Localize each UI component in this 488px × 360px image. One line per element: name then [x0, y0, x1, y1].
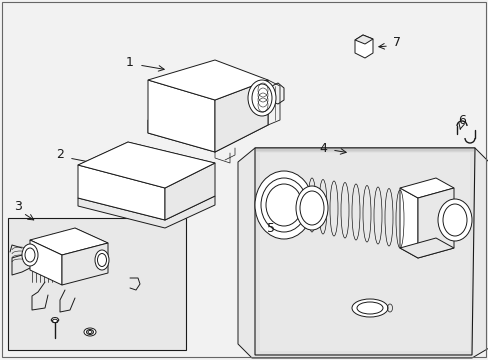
Polygon shape: [354, 35, 372, 44]
Polygon shape: [238, 148, 488, 358]
Bar: [8, 218, 185, 350]
Polygon shape: [354, 35, 372, 58]
Text: 4: 4: [318, 141, 326, 154]
Ellipse shape: [247, 80, 275, 116]
Bar: [260, 153, 469, 351]
Polygon shape: [417, 188, 453, 258]
Ellipse shape: [254, 171, 312, 239]
Text: 3: 3: [14, 201, 22, 213]
Ellipse shape: [84, 328, 96, 336]
Polygon shape: [78, 196, 215, 228]
Ellipse shape: [351, 299, 387, 317]
Polygon shape: [30, 240, 62, 285]
Polygon shape: [399, 178, 453, 198]
Text: 2: 2: [56, 148, 64, 162]
Polygon shape: [254, 148, 474, 355]
Polygon shape: [148, 112, 267, 152]
Polygon shape: [78, 165, 164, 220]
Ellipse shape: [251, 84, 271, 112]
Text: 7: 7: [392, 36, 400, 49]
Polygon shape: [78, 142, 215, 188]
Polygon shape: [399, 238, 453, 258]
Polygon shape: [399, 188, 417, 258]
Polygon shape: [148, 60, 267, 100]
Ellipse shape: [437, 199, 471, 241]
Ellipse shape: [51, 318, 59, 323]
Polygon shape: [215, 80, 267, 152]
Text: 6: 6: [457, 113, 465, 126]
Polygon shape: [62, 243, 108, 285]
Ellipse shape: [22, 244, 38, 266]
Polygon shape: [30, 228, 108, 255]
Ellipse shape: [95, 250, 109, 270]
Text: 1: 1: [126, 57, 134, 69]
Polygon shape: [164, 163, 215, 220]
Polygon shape: [148, 80, 215, 152]
Ellipse shape: [295, 186, 327, 230]
Text: 5: 5: [266, 221, 274, 234]
